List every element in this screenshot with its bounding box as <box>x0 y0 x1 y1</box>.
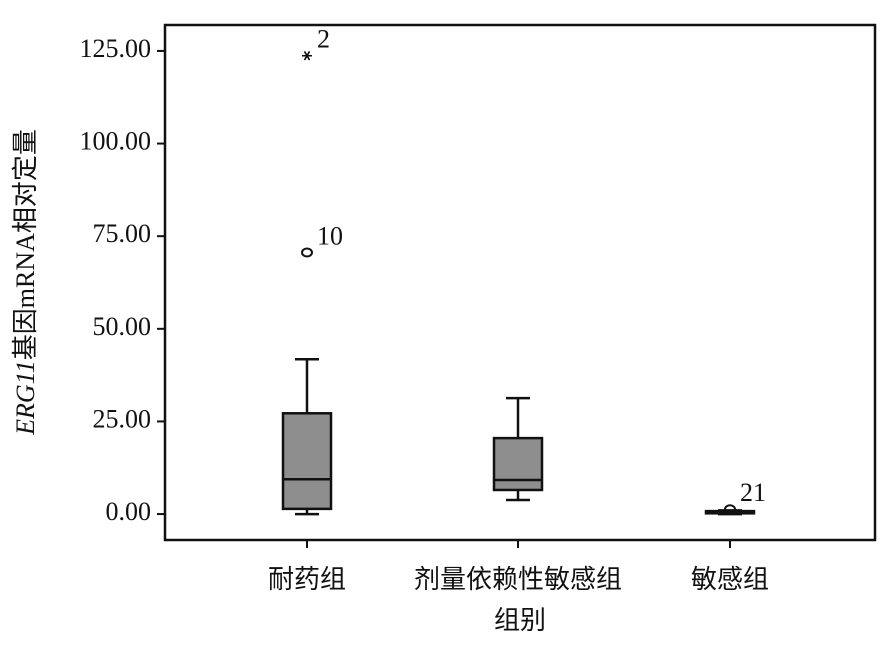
x-axis-label: 组别 <box>494 606 546 635</box>
y-axis-label-italic: ERG11 <box>11 360 40 436</box>
y-axis-label: ERG11基因mRNA相对定量 <box>11 129 40 436</box>
box <box>281 412 333 511</box>
y-tick-label: 25.00 <box>93 404 152 433</box>
outlier-label: 10 <box>317 221 343 250</box>
x-tick-label: 耐药组 <box>268 565 346 594</box>
extreme-outlier <box>302 51 312 61</box>
y-tick-label: 125.00 <box>80 34 152 63</box>
y-tick-label: 50.00 <box>93 312 152 341</box>
y-tick-label: 0.00 <box>106 497 152 526</box>
x-tick-label: 剂量依赖性敏感组 <box>414 565 622 594</box>
plot-frame <box>163 23 877 542</box>
y-axis-label-rest: 基因mRNA相对定量 <box>11 129 40 360</box>
outlier-label: 2 <box>317 25 330 54</box>
outlier <box>724 504 736 515</box>
x-tick-label: 敏感组 <box>691 565 769 594</box>
outlier-label: 21 <box>740 478 766 507</box>
box <box>492 436 544 492</box>
y-tick-label: 75.00 <box>93 219 152 248</box>
y-tick-label: 100.00 <box>80 127 152 156</box>
outlier <box>301 247 313 258</box>
